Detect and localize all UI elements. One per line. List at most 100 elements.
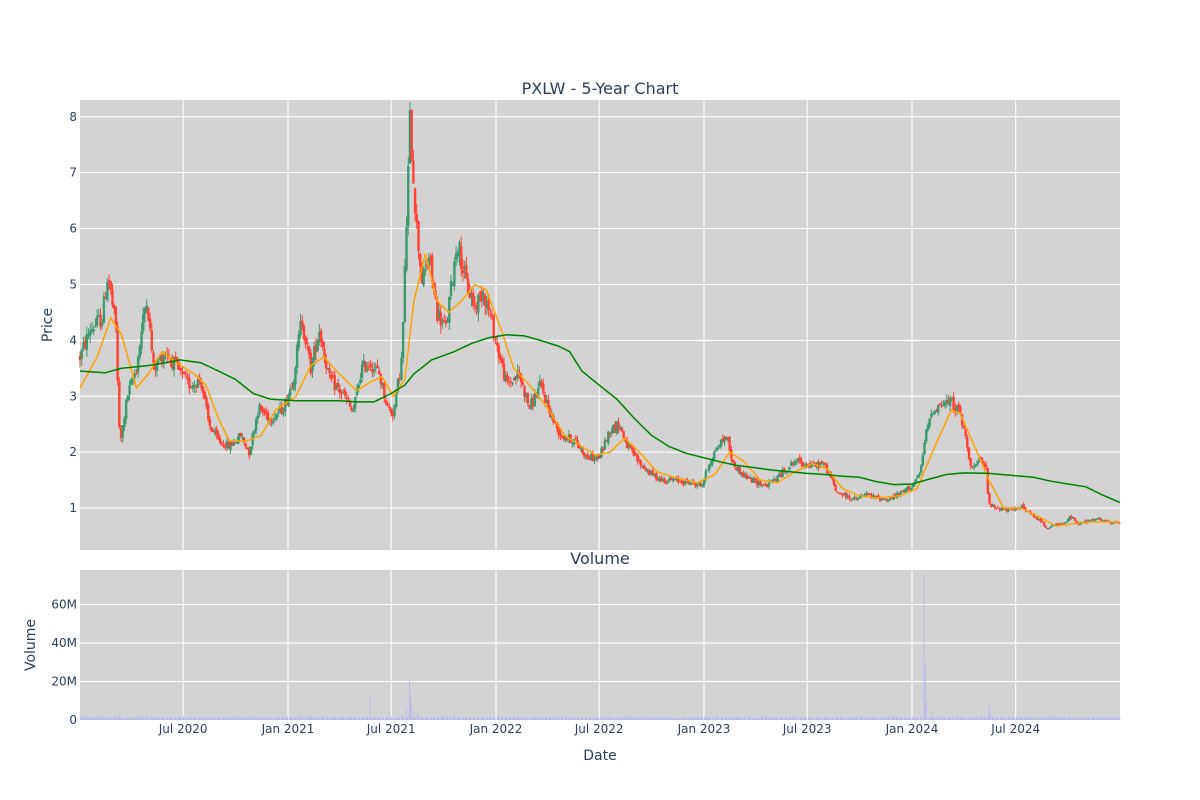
candle-body <box>1061 523 1065 525</box>
volume-bar <box>1033 718 1035 720</box>
volume-bar <box>545 716 547 720</box>
volume-bar <box>760 718 761 720</box>
candle-body <box>487 300 490 311</box>
volume-bar <box>159 717 161 720</box>
volume-bar <box>426 716 428 720</box>
volume-bar <box>452 717 454 720</box>
volume-bar <box>993 718 994 720</box>
candle-body <box>83 340 87 349</box>
volume-bar <box>455 717 456 720</box>
volume-bar <box>857 718 859 720</box>
candle-body <box>868 494 872 496</box>
volume-bar <box>1067 718 1068 720</box>
volume-bar <box>684 718 686 720</box>
candle-body <box>442 320 446 322</box>
volume-bar <box>757 717 759 720</box>
volume-bar <box>550 717 552 720</box>
volume-bar <box>625 718 627 720</box>
volume-bar <box>840 716 842 720</box>
volume-bar <box>1015 718 1017 720</box>
volume-bar <box>363 717 365 720</box>
candle-body <box>405 226 408 271</box>
volume-bar <box>206 718 207 720</box>
volume-bar <box>909 717 911 720</box>
volume-bar <box>947 716 949 720</box>
volume-bar <box>1063 717 1065 720</box>
volume-bar <box>716 716 718 720</box>
volume-bar <box>263 717 264 720</box>
candle-body <box>887 499 890 502</box>
volume-bar <box>903 717 905 720</box>
volume-bar <box>948 718 949 720</box>
candle-body <box>707 464 711 471</box>
volume-bar <box>241 718 243 720</box>
candle-body <box>788 466 791 471</box>
volume-bar <box>358 717 360 720</box>
volume-bar <box>397 718 399 720</box>
volume-bar <box>889 717 891 720</box>
volume-bar <box>267 717 268 720</box>
candle-body <box>1024 507 1027 511</box>
candle-body <box>154 364 157 370</box>
volume-bar <box>114 717 116 720</box>
candle-body <box>342 392 345 394</box>
volume-bar <box>1036 717 1038 720</box>
volume-bar <box>584 718 586 720</box>
volume-bar <box>142 717 144 720</box>
candle-body <box>92 329 95 332</box>
volume-bar <box>1076 716 1078 720</box>
volume-bar <box>621 718 623 720</box>
volume-bar <box>265 717 267 720</box>
volume-bar <box>239 717 241 720</box>
price-y-tick-label: 4 <box>69 333 77 347</box>
volume-bar <box>367 717 369 720</box>
volume-bar <box>987 717 989 720</box>
volume-bar <box>357 717 359 720</box>
volume-bar <box>508 717 510 720</box>
volume-bar <box>530 718 532 720</box>
candle-body <box>1056 523 1060 525</box>
volume-bar <box>1044 717 1046 720</box>
volume-bar <box>600 718 602 720</box>
volume-bar <box>931 710 933 720</box>
volume-bar <box>1089 717 1091 720</box>
volume-bar <box>155 716 157 720</box>
volume-bar <box>790 716 792 720</box>
volume-bar <box>217 716 219 720</box>
volume-bar <box>205 717 207 720</box>
volume-bar <box>411 702 413 720</box>
candle-body <box>772 479 776 481</box>
volume-bar <box>685 717 687 720</box>
volume-bar <box>325 717 327 720</box>
candle-body <box>102 296 106 323</box>
candle-body <box>499 356 502 361</box>
volume-bar <box>744 717 745 720</box>
volume-bar <box>182 716 184 720</box>
candle-body <box>552 415 555 423</box>
candle-body <box>239 432 242 437</box>
candle-body <box>872 495 875 498</box>
volume-bar <box>179 716 181 720</box>
volume-bar <box>540 717 542 720</box>
candle-body <box>661 478 665 481</box>
volume-bar <box>660 718 662 720</box>
candle-body <box>422 271 425 286</box>
candle-body <box>976 460 979 465</box>
volume-bar <box>828 717 830 720</box>
candle-body <box>516 370 519 379</box>
candle-body <box>877 495 880 497</box>
volume-bar <box>349 716 351 720</box>
volume-bar <box>115 718 117 720</box>
candle-body <box>1109 522 1113 524</box>
candle-body <box>969 458 972 466</box>
candle-body <box>540 381 543 386</box>
volume-bar <box>900 717 902 720</box>
volume-bar <box>836 716 838 720</box>
candle-body <box>668 477 672 480</box>
candle-body <box>702 479 706 486</box>
volume-bar <box>552 718 554 720</box>
volume-bar <box>524 718 526 720</box>
volume-bar <box>446 716 448 720</box>
volume-bar <box>577 717 579 720</box>
volume-bar <box>676 717 678 720</box>
